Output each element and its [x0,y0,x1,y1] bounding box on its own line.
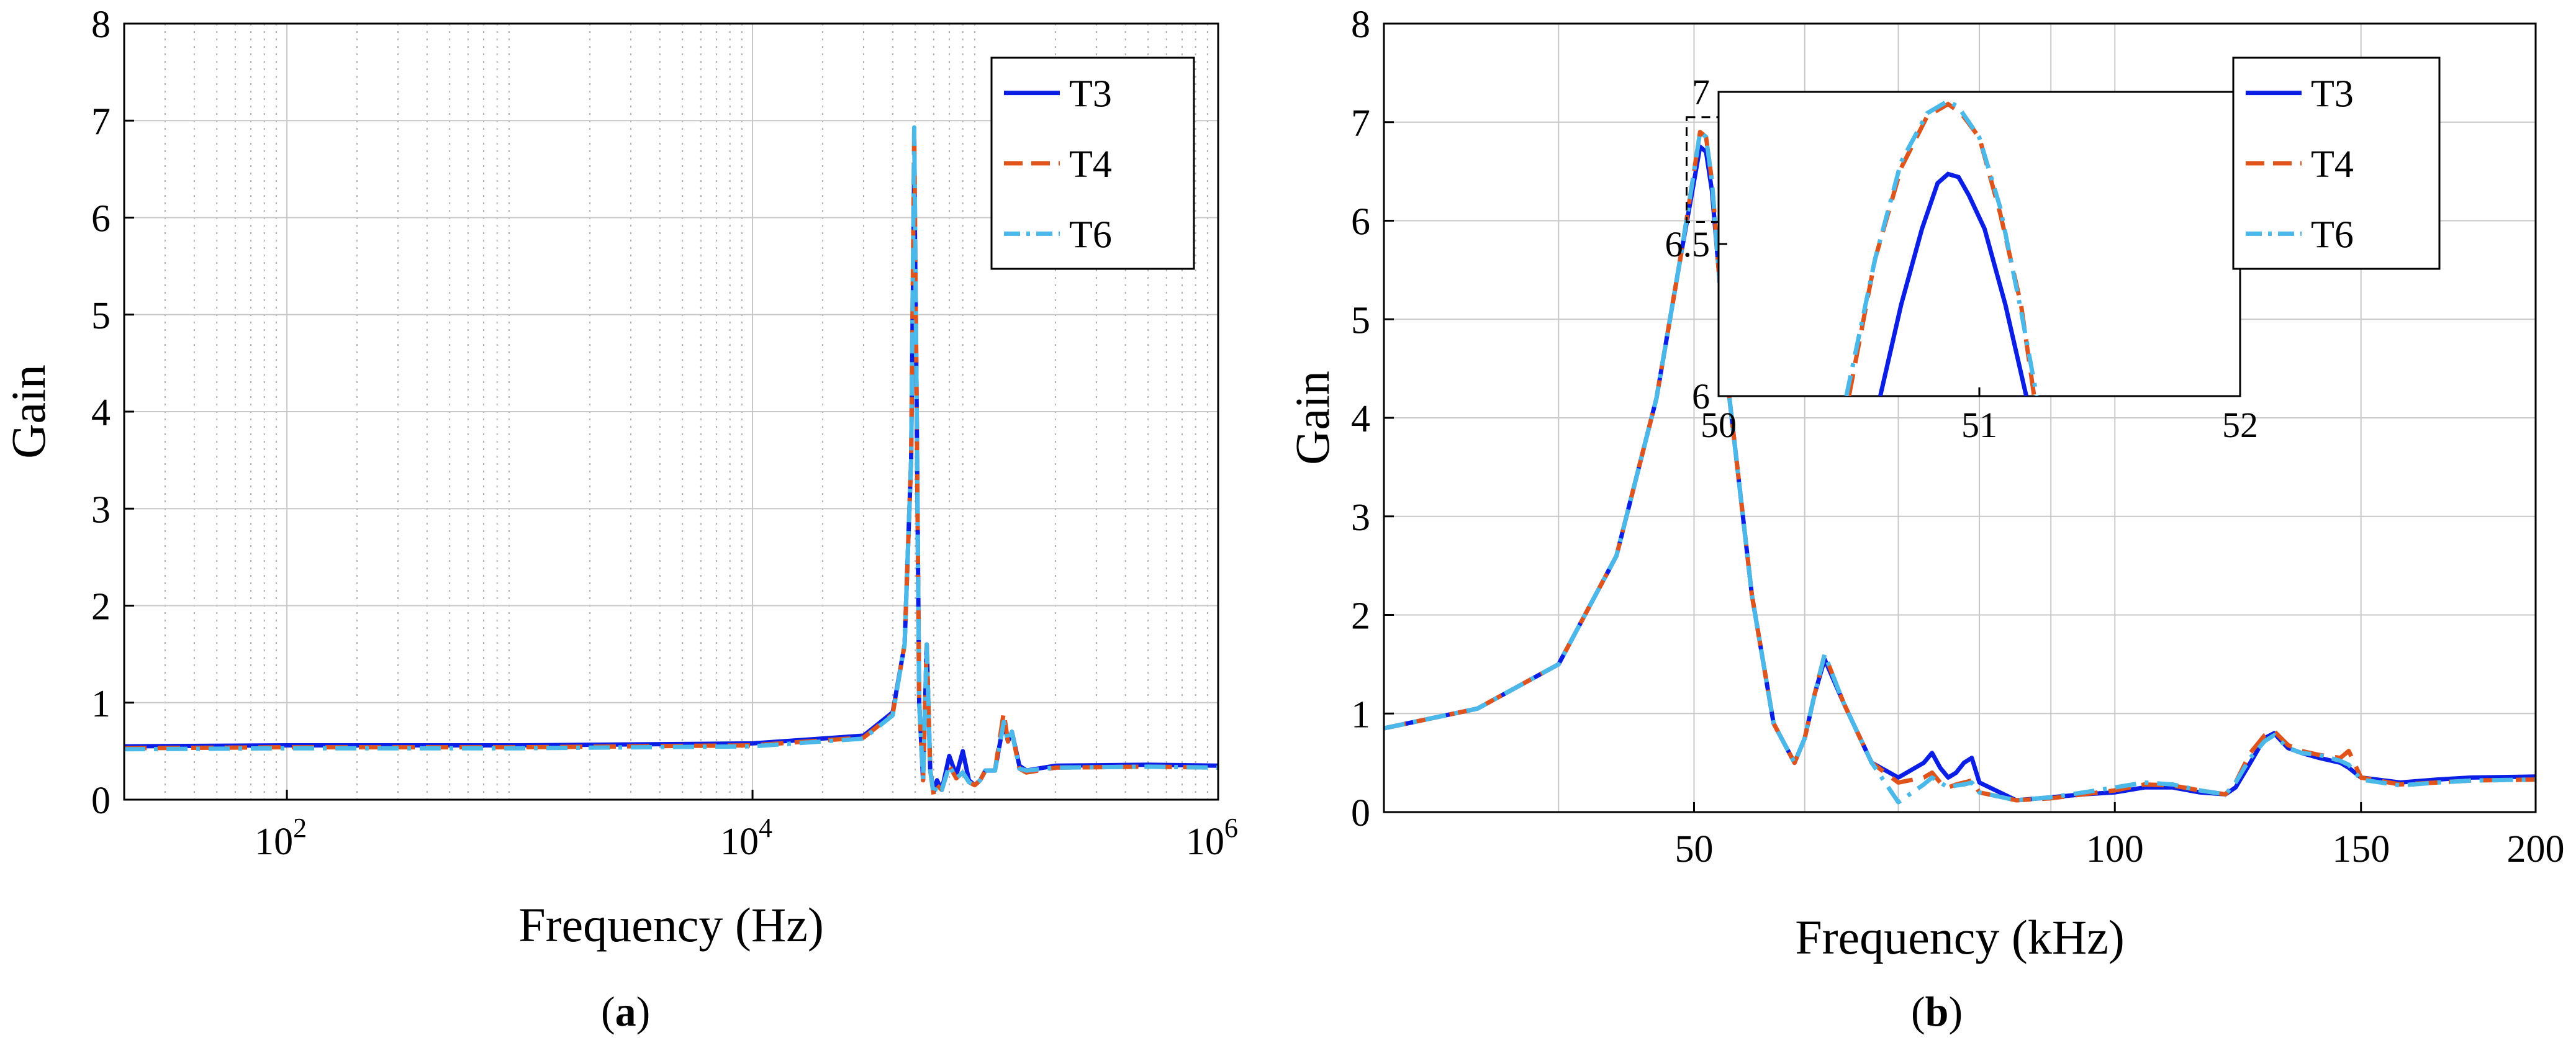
x-axis-label: Frequency (Hz) [518,898,824,952]
legend-label-t3: T3 [2311,73,2354,115]
inset-frame [1717,91,2241,397]
y-tick-label: 2 [91,586,111,628]
y-tick-label: 7 [91,101,111,143]
x-tick-label: 200 [2507,828,2565,870]
panel-label-a: (a) [601,988,651,1035]
inset-y-tick-label: 7 [1692,72,1710,112]
inset-series-line-t3 [1878,171,2029,396]
legend-label-t6: T6 [1069,214,1112,256]
y-tick-label: 4 [1351,398,1370,440]
y-tick-label: 6 [91,198,111,240]
x-tick-label: 50 [1674,828,1713,870]
chart-b: 0 1 2 3 4 5 6 7 8 50 100 150 200 Frequency (kHz) Gain 6… [1285,4,2565,964]
y-axis-label: Gain [1,364,55,459]
series-line-t6 [124,125,1218,797]
x-tick-label: 106 [1186,813,1238,863]
y-tick-label: 3 [1351,497,1370,539]
y-tick-label: 0 [91,780,111,822]
y-tick-label: 1 [91,683,111,725]
y-tick-label: 7 [1351,102,1370,145]
inset-x-tick-label: 52 [2222,405,2258,445]
legend-label-t4: T4 [2311,143,2354,186]
y-axis-label: Gain [1285,371,1339,465]
x-tick-label: 100 [2086,828,2144,870]
inset-x-tick-label: 51 [1961,405,1997,445]
y-tick-label: 6 [1351,201,1370,243]
y-tick-label: 1 [1351,693,1370,736]
inset-y-tick-label: 6.5 [1665,224,1711,264]
panel-label-b: (b) [1911,988,1963,1035]
series-line-t6 [1384,130,2536,805]
y-tick-label: 3 [91,489,111,531]
y-tick-label: 5 [91,295,111,337]
y-tick-label: 2 [1351,595,1370,638]
inset-y-tick-label: 6 [1692,376,1710,417]
chart-a: 0 1 2 3 4 5 6 7 8 102 104 106 Frequency (Hz) Gain T3 T4… [1,4,1238,952]
inset-x-tick-label: 50 [1701,405,1737,445]
y-tick-label: 8 [1351,4,1370,46]
x-tick-label: 150 [2332,828,2390,870]
legend-label-t3: T3 [1069,73,1112,115]
x-tick-label: 104 [720,813,772,863]
inset-series-line-t6 [1844,98,2039,396]
legend-label-t4: T4 [1069,143,1112,186]
y-tick-label: 5 [1351,299,1370,341]
y-tick-label: 0 [1351,792,1370,834]
x-axis-label: Frequency (kHz) [1795,910,2125,964]
legend-label-t6: T6 [2311,214,2354,256]
x-tick-label: 102 [255,813,307,863]
y-tick-label: 8 [91,4,111,46]
y-tick-label: 4 [91,392,111,434]
